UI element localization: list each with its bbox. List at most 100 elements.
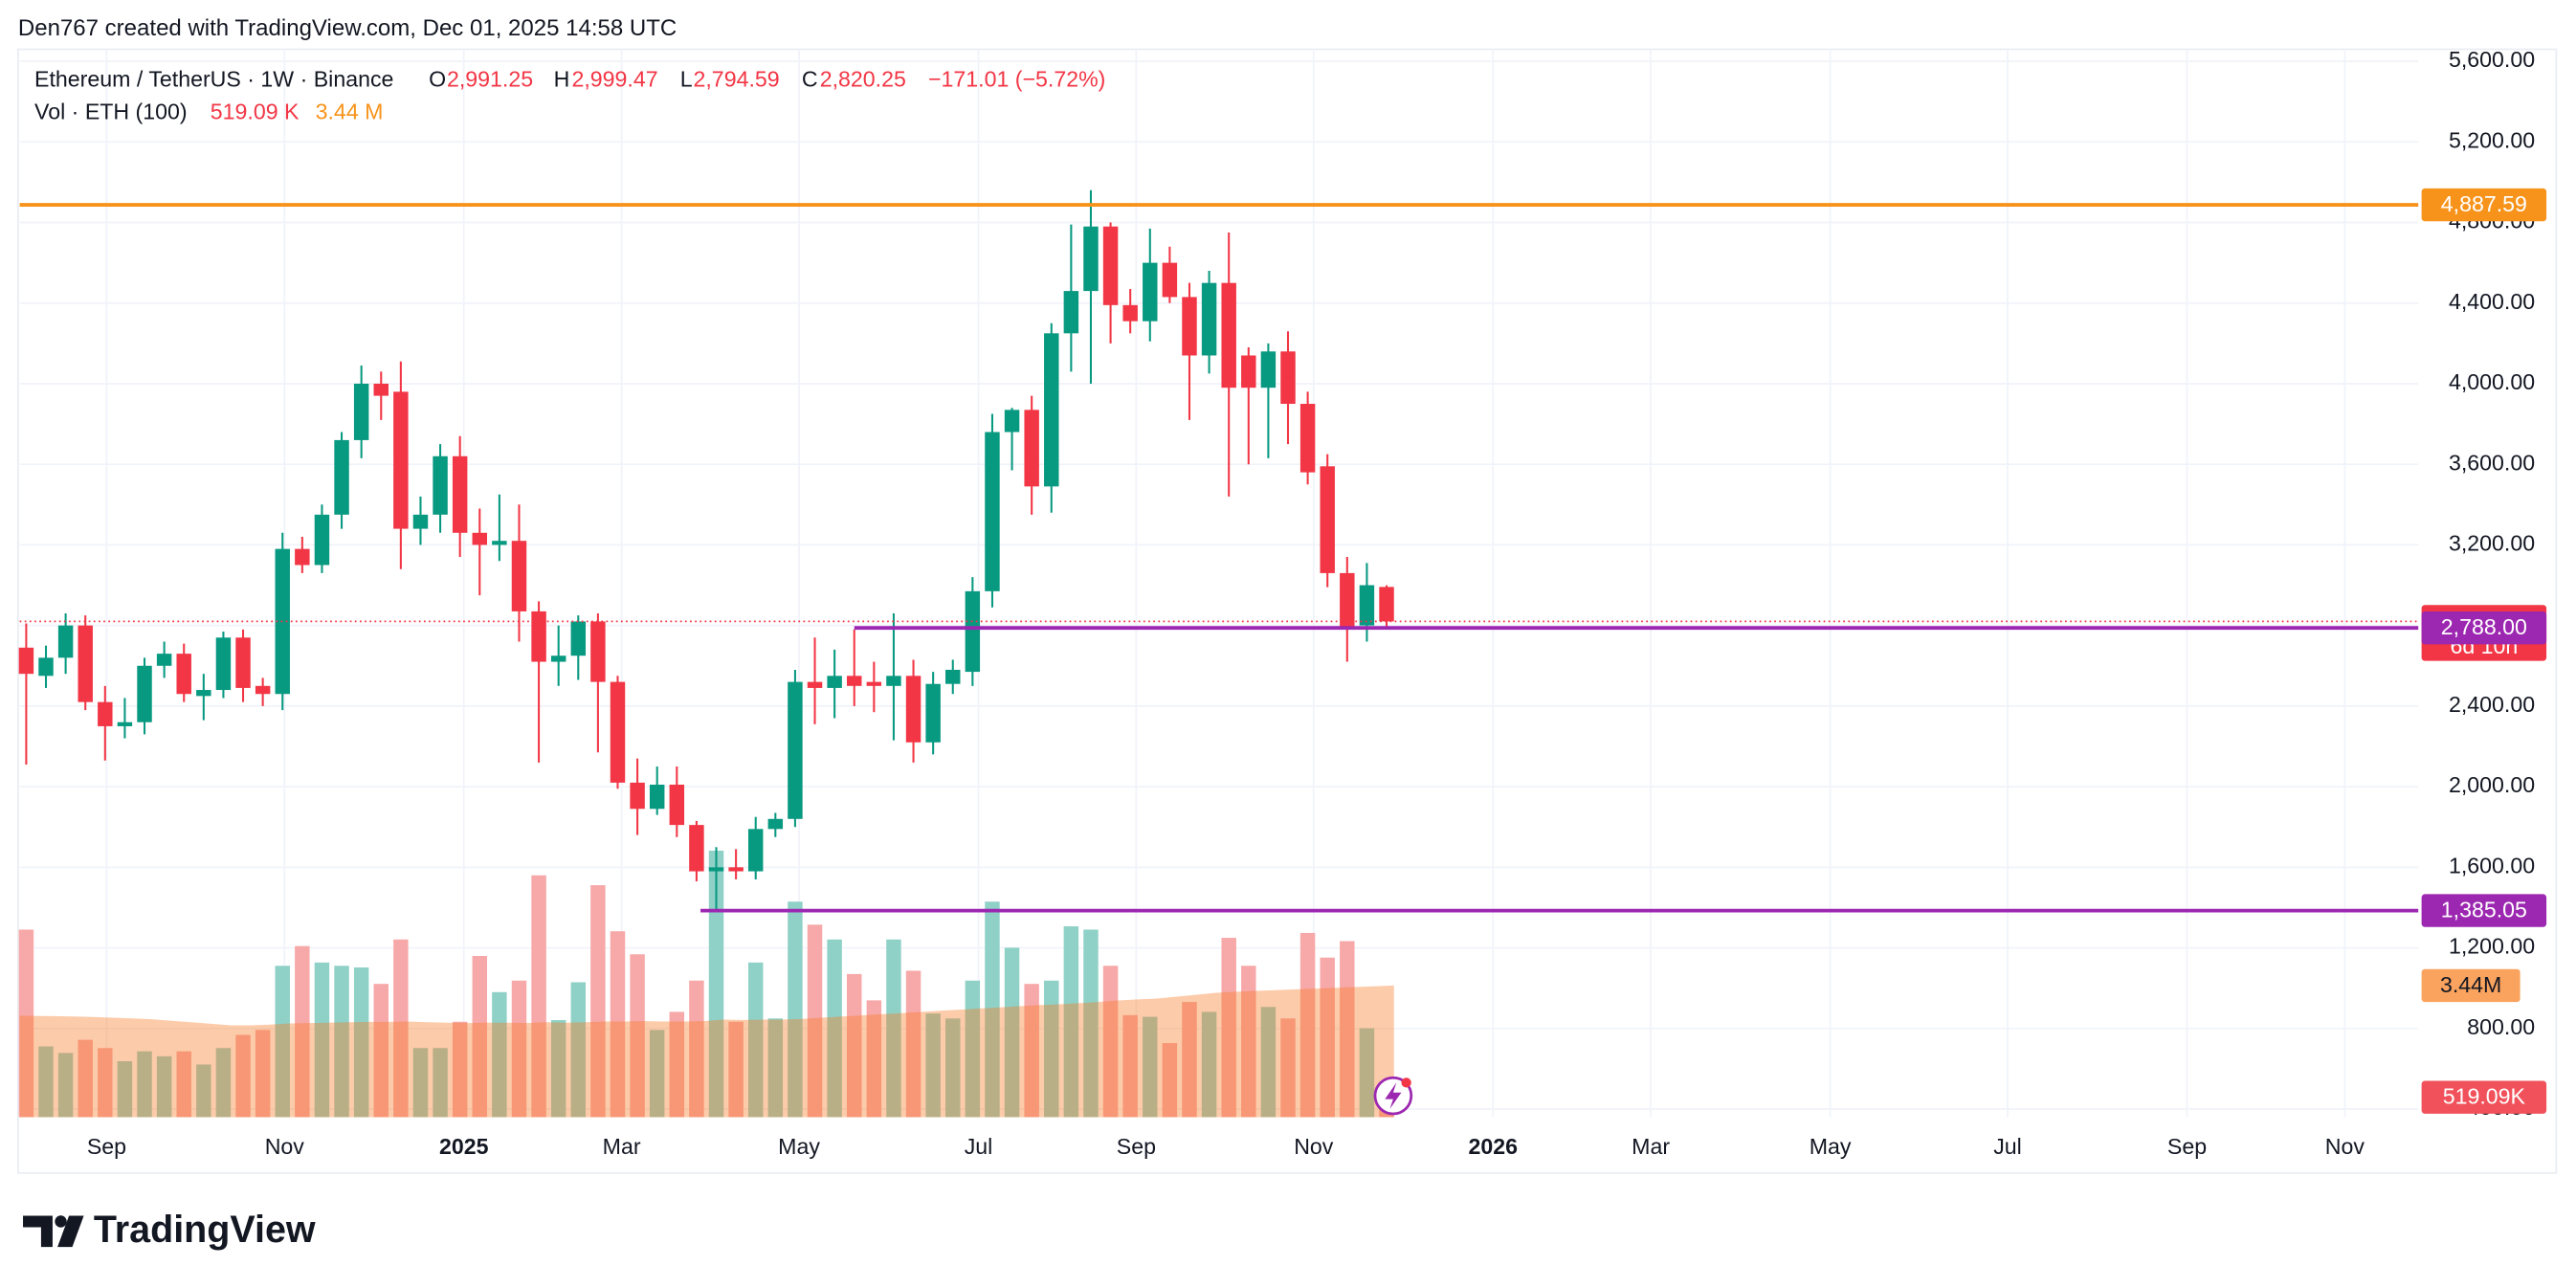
candle-body xyxy=(728,867,744,872)
legend-c: C xyxy=(802,66,818,91)
volume-bar xyxy=(1004,947,1020,1118)
candle-body xyxy=(255,685,271,695)
y-tick-label: 4,400.00 xyxy=(2449,289,2535,314)
logo[interactable]: TradingView xyxy=(23,1209,316,1251)
candle-body xyxy=(215,637,232,691)
candle-body xyxy=(550,655,566,662)
candle-body xyxy=(1004,410,1020,433)
y-tick-label: 2,400.00 xyxy=(2449,692,2535,717)
candle-body xyxy=(1260,351,1277,389)
volume-bar xyxy=(590,885,606,1118)
candle-body xyxy=(905,676,922,743)
volume-bar xyxy=(1102,966,1119,1118)
volume-bar xyxy=(886,939,901,1118)
candle-body xyxy=(630,782,645,810)
volume-bar xyxy=(412,1048,429,1118)
candle-body xyxy=(1359,585,1375,626)
volume-bar xyxy=(472,955,487,1118)
legend-high: 2,999.47 xyxy=(571,66,657,91)
volume-bar xyxy=(747,962,764,1118)
x-tick-label: 2026 xyxy=(1469,1134,1519,1159)
candle-body xyxy=(1024,410,1039,487)
volume-bar xyxy=(610,931,626,1118)
candles xyxy=(18,189,1394,910)
axis-badges: 4,887.591,385.052,820.256d 10h2,788.003.… xyxy=(2421,188,2547,1114)
x-tick-label: Jul xyxy=(965,1134,993,1159)
volume-bar xyxy=(314,962,330,1118)
legend-change: −171.01 (−5.72%) xyxy=(928,66,1105,91)
volume-bar xyxy=(295,945,310,1118)
volume-bar xyxy=(1083,929,1099,1118)
candle-body xyxy=(689,825,704,872)
volume-bar xyxy=(788,901,803,1118)
candle-body xyxy=(235,637,251,688)
candle-body xyxy=(78,625,93,702)
volume-bar xyxy=(215,1048,232,1118)
volume-bar xyxy=(689,980,704,1118)
drawings xyxy=(19,203,2419,913)
candle-body xyxy=(1102,226,1119,305)
volume xyxy=(18,850,1394,1118)
volume-bar xyxy=(649,1030,665,1118)
candle-body xyxy=(137,665,152,722)
candle-body xyxy=(788,681,803,819)
volume-bar xyxy=(847,973,862,1118)
volume-bar xyxy=(433,1048,448,1118)
volume-bar xyxy=(1260,1007,1277,1118)
volume-bar xyxy=(275,966,290,1118)
volume-bar xyxy=(728,1021,744,1118)
volume-bar xyxy=(98,1048,113,1118)
volume-bar xyxy=(57,1053,74,1118)
volume-bar xyxy=(925,1013,941,1118)
y-tick-label: 1,600.00 xyxy=(2449,853,2535,877)
x-tick-label: Nov xyxy=(265,1134,305,1159)
candle-body xyxy=(945,669,961,684)
candle-body xyxy=(985,432,1000,591)
volume-bar xyxy=(570,982,587,1118)
legend-volume-title: Vol · ETH (100) xyxy=(34,100,188,124)
volume-bar xyxy=(38,1046,54,1118)
candle-body xyxy=(452,455,468,533)
y-tick-label: 3,600.00 xyxy=(2449,450,2535,475)
candle-body xyxy=(334,439,349,515)
x-tick-label: Mar xyxy=(603,1134,641,1159)
price-badge-label: 2,788.00 xyxy=(2441,614,2527,639)
volume-bar xyxy=(1024,984,1039,1118)
candle-body xyxy=(412,514,429,529)
candle-body xyxy=(1044,333,1059,487)
volume-ma-area xyxy=(19,985,1394,1118)
legend-volume-ma: 3.44 M xyxy=(316,100,384,124)
volume-bar xyxy=(1122,1014,1138,1118)
volume-bar xyxy=(1201,1011,1217,1118)
candle-body xyxy=(314,514,330,566)
candle-body xyxy=(38,657,54,677)
volume-badge xyxy=(2421,1080,2547,1114)
price-badge xyxy=(2421,894,2547,927)
volume-bar xyxy=(1299,932,1316,1118)
price-badge-label: 1,385.05 xyxy=(2441,898,2527,922)
volume-bar xyxy=(1044,980,1059,1118)
candle-body xyxy=(807,681,823,688)
candle-body xyxy=(847,676,862,686)
candle-body xyxy=(176,654,191,695)
candle-body xyxy=(373,383,389,396)
volume-bar xyxy=(78,1039,93,1118)
candle-body xyxy=(433,455,448,515)
candle-body xyxy=(1241,355,1256,389)
pane-frame xyxy=(17,48,2558,1174)
volume-bar xyxy=(1340,941,1355,1118)
volume-bar xyxy=(1280,1018,1296,1118)
candle-body xyxy=(98,701,113,726)
y-tick-label: 3,200.00 xyxy=(2449,531,2535,556)
candle-body xyxy=(1143,262,1158,322)
replay-icon[interactable] xyxy=(1373,1076,1413,1116)
candle-body xyxy=(156,654,172,666)
volume-bar xyxy=(235,1034,251,1118)
candle-body xyxy=(747,829,764,872)
volume-bar xyxy=(1241,966,1256,1118)
candle-body xyxy=(1063,291,1079,334)
candle-body xyxy=(925,683,941,743)
volume-bar xyxy=(1182,1002,1197,1118)
